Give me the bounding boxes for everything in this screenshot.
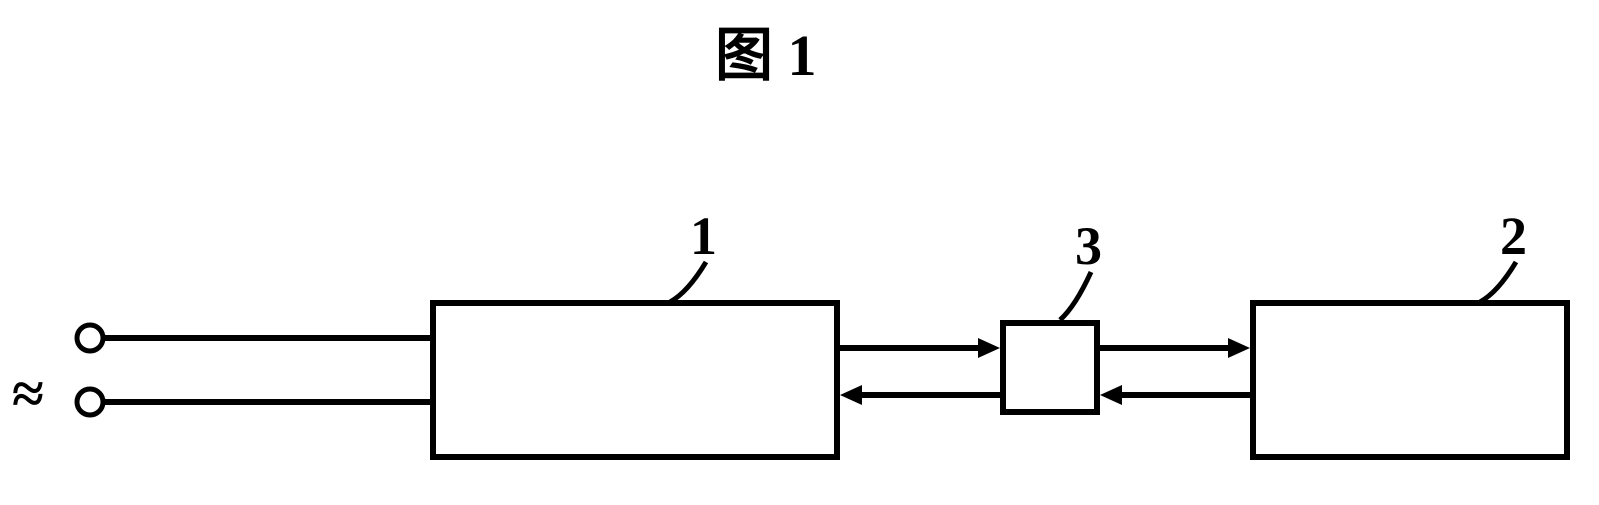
diagram-canvas: 图 1 ≈ 1 3 2 [0, 0, 1599, 505]
diagram-svg [0, 0, 1599, 505]
